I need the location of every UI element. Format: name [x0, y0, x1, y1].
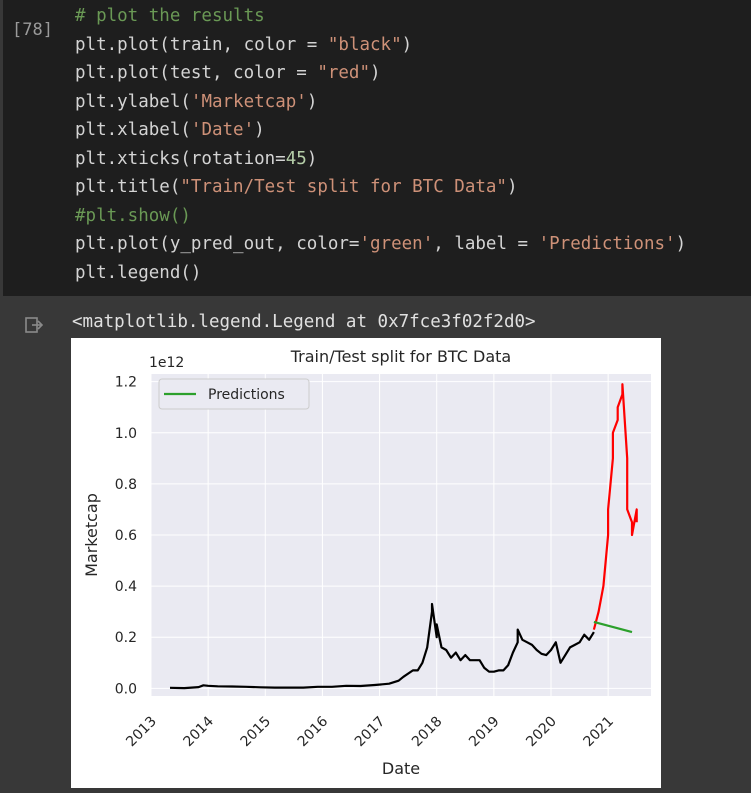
code-token: plt.plot(train, color =: [75, 34, 328, 55]
predictions-series-line: [593, 620, 633, 634]
chart-figure: 0.0 0.2 0.4 0.6 0.8 1.0 1.2 2013 2014 2015 2016 201…: [71, 338, 661, 788]
code-token: ): [506, 177, 518, 197]
x-tick-label: 2018: [409, 714, 446, 751]
y-tick-label: 0.4: [115, 579, 137, 595]
code-line[interactable]: plt.plot(test, color = "red"): [75, 59, 686, 88]
code-cell[interactable]: [78] # plot the results plt.plot(train, c…: [3, 0, 751, 296]
x-tick-label: 2014: [180, 713, 217, 750]
legend-label-predictions: Predictions: [208, 387, 285, 403]
code-token: 'Date': [190, 120, 255, 140]
x-tick-label: 2016: [295, 713, 332, 750]
x-tick-label: 2017: [352, 714, 389, 751]
y-tick-label: 1.0: [115, 426, 137, 442]
test-series-line: [592, 383, 638, 630]
y-offset-text: 1e12: [149, 355, 184, 371]
code-line[interactable]: plt.ylabel('Marketcap'): [75, 88, 686, 117]
code-editor[interactable]: # plot the results plt.plot(train, color …: [75, 2, 686, 287]
code-token: plt.plot(test, color =: [75, 63, 318, 83]
code-token: 'green': [359, 234, 434, 254]
code-token: ): [370, 63, 381, 83]
y-tick-label: 1.2: [115, 375, 137, 391]
code-token: "red": [317, 63, 371, 83]
code-token: 45: [285, 148, 307, 169]
y-tick-label: 0.8: [115, 477, 137, 493]
code-line[interactable]: plt.xticks(rotation=45): [75, 145, 686, 174]
code-line[interactable]: plt.xlabel('Date'): [75, 116, 686, 145]
code-token: ): [306, 148, 318, 169]
chart: 0.0 0.2 0.4 0.6 0.8 1.0 1.2 2013 2014 2015 2016 201…: [82, 347, 651, 778]
train-series-line: [169, 602, 595, 690]
code-token: 'Marketcap': [190, 91, 307, 112]
code-token: plt.title(: [75, 177, 181, 197]
x-tick-label: 2019: [466, 714, 503, 751]
output-text: <matplotlib.legend.Legend at 0x7fce3f02f…: [72, 312, 536, 332]
code-token: ): [675, 234, 687, 254]
code-token: "Train/Test split for BTC Data": [180, 177, 507, 197]
code-token: ): [306, 91, 318, 112]
y-tick-label: 0.2: [115, 630, 137, 646]
code-token: #plt.show(): [75, 205, 191, 226]
x-tick-label: 2013: [123, 714, 160, 751]
code-line[interactable]: plt.legend(): [75, 259, 686, 288]
y-axis-label: Marketcap: [82, 493, 101, 577]
code-token: plt.ylabel(: [75, 91, 191, 112]
output-redirect-icon[interactable]: [24, 315, 44, 335]
code-token: 'Predictions': [538, 234, 676, 254]
code-token: ): [401, 34, 413, 55]
y-tick-label: 0.6: [115, 528, 137, 544]
execution-count: [78]: [12, 20, 53, 40]
y-tick-label: 0.0: [115, 681, 137, 697]
x-axis-label: Date: [382, 759, 420, 778]
code-token: plt.xlabel(: [75, 120, 191, 140]
legend-box: [158, 378, 310, 410]
x-tick-label: 2015: [238, 714, 275, 751]
code-token: plt.xticks(rotation=: [75, 148, 286, 169]
x-tick-label: 2020: [523, 714, 560, 751]
code-token: plt.legend(): [75, 262, 202, 283]
code-line[interactable]: plt.title("Train/Test split for BTC Data…: [75, 173, 686, 202]
code-token: # plot the results: [75, 6, 265, 26]
code-line[interactable]: # plot the results: [75, 2, 686, 31]
code-line[interactable]: plt.plot(train, color = "black"): [75, 31, 686, 60]
code-line[interactable]: #plt.show(): [75, 202, 686, 231]
x-tick-label: 2021: [580, 714, 617, 751]
code-token: "black": [327, 34, 402, 55]
code-token: plt.plot(y_pred_out, color=: [75, 234, 360, 254]
code-token: ): [254, 120, 265, 140]
chart-title: Train/Test split for BTC Data: [290, 347, 511, 366]
code-line[interactable]: plt.plot(y_pred_out, color='green', labe…: [75, 230, 686, 259]
code-token: , label =: [433, 234, 539, 254]
